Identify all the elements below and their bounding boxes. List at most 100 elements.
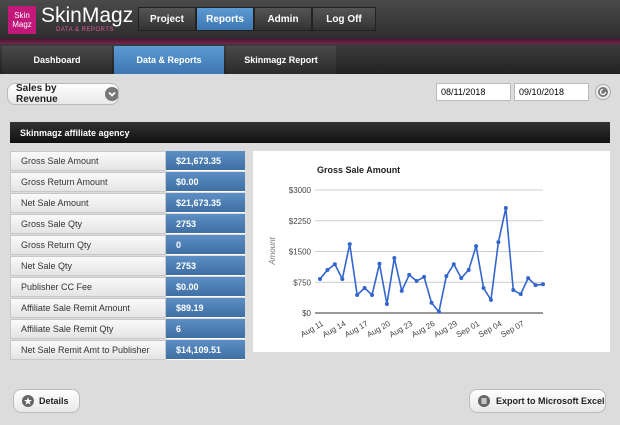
report-select-text: Sales by Revenue — [16, 83, 58, 105]
point — [444, 274, 449, 279]
table-row: Gross Return Amount $0.00 — [10, 172, 245, 192]
table-row: Net Sale Remit Amt to Publisher $14,109.5… — [10, 340, 245, 360]
end-date[interactable]: 09/10/2018 — [514, 83, 589, 101]
row-value: $21,673.35 — [166, 193, 245, 213]
x-tick-label: Sep 01 — [455, 319, 482, 340]
row-label: Net Sale Amount — [10, 193, 166, 213]
point — [488, 297, 493, 302]
point — [533, 283, 538, 288]
point — [511, 288, 516, 293]
row-value: $0.00 — [166, 277, 245, 297]
row-label: Affiliate Sale Remit Qty — [10, 319, 166, 339]
chart-panel: Gross Sale Amount Amount $0 $750 $1500 $225… — [253, 151, 610, 352]
row-value: 2753 — [166, 256, 245, 276]
point — [429, 300, 434, 305]
row-label: Gross Sale Qty — [10, 214, 166, 234]
point — [355, 292, 360, 297]
row-label: Gross Return Amount — [10, 172, 166, 192]
logo: SkinMagz — [41, 4, 134, 27]
chart: Gross Sale Amount Amount $0 $750 $1500 $225… — [268, 165, 545, 340]
point — [399, 288, 404, 293]
point — [318, 276, 322, 281]
button-text: Details — [39, 396, 69, 406]
point — [384, 301, 389, 306]
nav-button[interactable]: Log Off — [312, 7, 376, 31]
logo-mark-text: Magz — [12, 20, 32, 29]
row-label: Publisher CC Fee — [10, 277, 166, 297]
point — [407, 272, 412, 277]
refresh-button[interactable] — [595, 84, 611, 100]
x-tick-label: Sep 07 — [499, 319, 526, 340]
nav-button[interactable]: Reports — [196, 7, 254, 31]
logo-mark: Skin Magz — [8, 6, 36, 34]
tab[interactable]: Data & Reports — [114, 46, 224, 74]
row-label: Affiliate Sale Remit Amount — [10, 298, 166, 318]
grid-icon — [478, 395, 490, 407]
row-label: Gross Return Qty — [10, 235, 166, 255]
point — [436, 309, 441, 314]
y-tick-label: $2250 — [289, 217, 312, 226]
y-tick-label: $0 — [302, 309, 311, 318]
nav-button[interactable]: Project — [138, 7, 196, 31]
row-value: $89.19 — [166, 298, 245, 318]
row-label: Net Sale Remit Amt to Publisher — [10, 340, 166, 360]
row-label: Net Sale Qty — [10, 256, 166, 276]
point — [459, 276, 464, 281]
table-row: Net Sale Amount $21,673.35 — [10, 193, 245, 213]
point — [496, 240, 501, 245]
point — [362, 285, 367, 290]
point — [541, 282, 545, 287]
x-tick-label: Aug 17 — [343, 319, 370, 340]
tab[interactable]: Dashboard — [2, 46, 112, 74]
y-tick-label: $750 — [293, 278, 311, 287]
point — [377, 261, 382, 266]
point — [474, 244, 479, 249]
point — [526, 276, 531, 281]
tab[interactable]: Skinmagz Report — [226, 46, 336, 74]
x-tick-label: Sep 04 — [477, 319, 504, 340]
button-text: Export to Microsoft Excel — [496, 396, 605, 406]
y-axis-label: Amount — [268, 236, 277, 265]
table-row: Gross Sale Qty 2753 — [10, 214, 245, 234]
row-value: 2753 — [166, 214, 245, 234]
section-title: Skinmagz affiliate agency — [10, 122, 610, 143]
point — [325, 267, 330, 272]
nav-button[interactable]: Admin — [254, 7, 312, 31]
chart-title: Gross Sale Amount — [317, 165, 400, 175]
row-value: $14,109.51 — [166, 340, 245, 360]
row-value: 6 — [166, 319, 245, 339]
report-select[interactable]: Sales by Revenue — [7, 83, 119, 105]
row-label: Gross Sale Amount — [10, 151, 166, 171]
line — [319, 207, 544, 314]
point — [340, 276, 345, 281]
table-row: Gross Sale Amount $21,673.35 — [10, 151, 245, 171]
row-value: $0.00 — [166, 172, 245, 192]
table-row: Net Sale Qty 2753 — [10, 256, 245, 276]
table-row: Gross Return Qty 0 — [10, 235, 245, 255]
table-row: Publisher CC Fee $0.00 — [10, 277, 245, 297]
start-date[interactable]: 08/11/2018 — [436, 83, 511, 101]
star-icon — [22, 395, 34, 407]
x-tick-label: Aug 11 — [299, 319, 325, 339]
x-tick-label: Aug 23 — [388, 319, 415, 340]
table-row: Affiliate Sale Remit Qty 6 — [10, 319, 245, 339]
point — [347, 242, 352, 247]
point — [422, 274, 427, 279]
row-value: $21,673.35 — [166, 151, 245, 171]
accent-stripe — [0, 38, 620, 44]
logo-mark-text: Skin — [14, 11, 30, 20]
dropdown-icon — [104, 87, 118, 101]
x-tick-label: Aug 29 — [432, 319, 459, 340]
point — [392, 256, 397, 261]
export-button[interactable]: Export to Microsoft Excel — [469, 389, 606, 413]
details-button[interactable]: Details — [13, 389, 80, 413]
point — [503, 206, 508, 211]
point — [466, 267, 471, 272]
point — [481, 285, 486, 290]
point — [414, 279, 419, 284]
x-tick-label: Aug 14 — [321, 319, 348, 340]
logo-subtitle: DATA & REPORTS — [56, 27, 115, 33]
x-tick-label: Aug 20 — [365, 319, 392, 340]
point — [518, 292, 523, 297]
